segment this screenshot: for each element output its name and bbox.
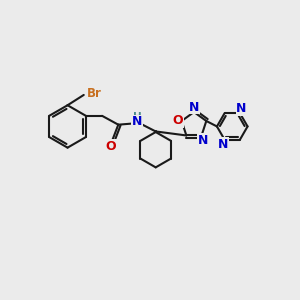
Text: N: N — [218, 138, 228, 151]
Text: O: O — [106, 140, 116, 153]
Text: O: O — [173, 114, 183, 127]
Text: N: N — [132, 115, 142, 128]
Text: N: N — [198, 134, 208, 147]
Text: H: H — [133, 112, 142, 122]
Text: N: N — [189, 100, 199, 113]
Text: Br: Br — [87, 87, 101, 100]
Text: N: N — [236, 102, 247, 115]
